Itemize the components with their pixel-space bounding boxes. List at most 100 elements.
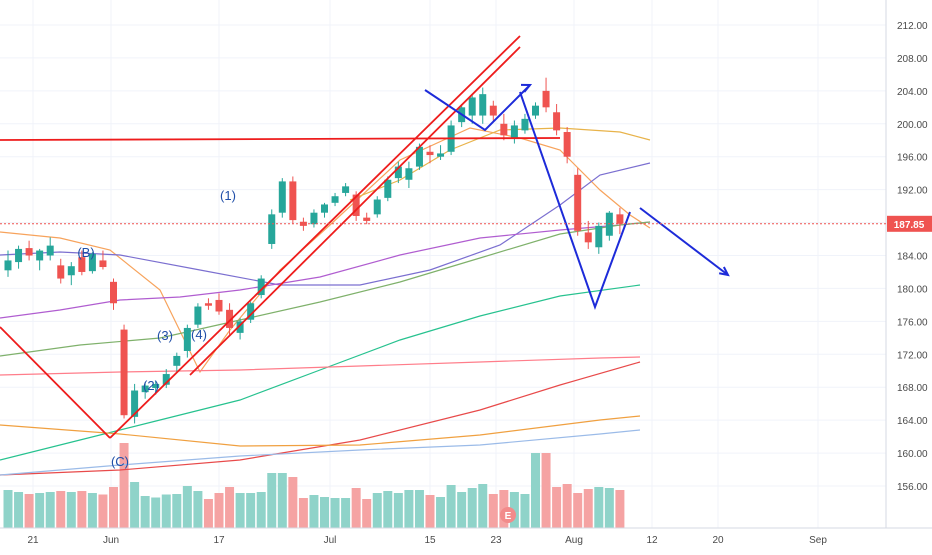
price-tick-label: 212.00 — [897, 21, 928, 32]
price-axis: 212.00208.00204.00200.00196.00192.00188.… — [0, 0, 932, 528]
moving-average-line — [0, 356, 641, 376]
price-tick-label: 168.00 — [897, 383, 928, 394]
time-tick-label: Sep — [809, 535, 827, 546]
candle — [215, 293, 223, 315]
candle — [426, 145, 434, 164]
grid — [0, 0, 886, 528]
candle — [489, 100, 497, 121]
time-tick-label: 20 — [712, 535, 724, 546]
time-tick-label: Jul — [324, 535, 337, 546]
candle-body — [78, 257, 86, 272]
price-tick-label: 196.00 — [897, 153, 928, 164]
volume-bar — [615, 490, 625, 528]
wave-projection — [639, 207, 729, 276]
candle — [226, 303, 234, 335]
volume-bar — [351, 488, 361, 528]
volume-bar — [98, 494, 108, 528]
candle — [394, 161, 402, 184]
volume-bar — [457, 492, 467, 528]
candle — [479, 87, 487, 124]
candle — [289, 176, 297, 225]
volume-bar — [119, 443, 129, 528]
candles — [4, 77, 624, 424]
time-tick-label: 15 — [424, 535, 436, 546]
wave-label: (1) — [220, 188, 236, 203]
candle-body — [268, 214, 276, 244]
candle — [384, 176, 392, 202]
volume-bar — [541, 453, 551, 528]
candle — [616, 207, 624, 235]
volume-bar — [193, 491, 203, 528]
candle — [4, 250, 12, 277]
volume-bar — [341, 498, 351, 528]
volume-bar — [573, 493, 583, 528]
candle — [183, 324, 191, 358]
wave-label: (2) — [143, 378, 159, 393]
candle-body — [173, 355, 181, 366]
volume-bar — [288, 477, 298, 528]
volume-bar — [552, 487, 562, 528]
candle — [468, 94, 476, 124]
volume-bar — [45, 492, 55, 528]
time-tick-label: 17 — [213, 535, 225, 546]
candle — [310, 209, 318, 228]
candle-body — [204, 303, 212, 306]
volume-bar — [583, 489, 593, 528]
candle-body — [236, 321, 244, 333]
price-tick-label: 208.00 — [897, 54, 928, 65]
wave-label: (4) — [191, 327, 207, 342]
volume-bar — [467, 488, 477, 528]
volume-bar — [35, 493, 45, 528]
candle-body — [394, 166, 402, 179]
candle-body — [405, 168, 413, 180]
candle — [437, 145, 445, 161]
candle-body — [616, 214, 624, 224]
volume-bar — [66, 492, 76, 528]
time-tick-label: 23 — [490, 535, 502, 546]
volume-bar — [14, 492, 24, 528]
candle-body — [500, 123, 508, 136]
arrowhead — [520, 83, 533, 93]
time-tick-label: Jun — [103, 535, 119, 546]
volume-bar — [256, 492, 266, 528]
volume-bar — [309, 495, 319, 528]
candle — [331, 192, 339, 207]
candle-body — [25, 248, 33, 256]
earnings-marker-label: E — [505, 511, 512, 522]
candle-body — [289, 181, 297, 221]
wave-label: (3) — [157, 328, 173, 343]
candle-body — [542, 90, 550, 108]
candle-body — [595, 225, 603, 248]
time-tick-label: 21 — [27, 535, 39, 546]
candle-body — [310, 212, 318, 225]
volume-bar — [436, 497, 446, 528]
volume-bar — [246, 493, 256, 528]
candle — [46, 237, 54, 261]
candle — [141, 382, 149, 399]
moving-average-line — [349, 127, 651, 201]
candle-body — [183, 327, 191, 351]
moving-average-line — [0, 429, 641, 476]
drawing-annotations: (B) (C) (1) (2) (3) (4) E — [0, 35, 730, 523]
candle — [162, 369, 170, 389]
volume-bar — [362, 499, 372, 528]
candle-body — [437, 153, 445, 157]
earnings-marker[interactable] — [500, 507, 516, 523]
candle-body — [57, 265, 65, 279]
candle-body — [120, 329, 128, 416]
price-tick-label: 204.00 — [897, 87, 928, 98]
candle — [110, 278, 117, 310]
candle — [204, 298, 212, 310]
moving-average-line — [0, 415, 641, 447]
candle — [574, 168, 582, 236]
volume-bar — [478, 484, 488, 528]
candle-body — [584, 232, 592, 243]
candle-body — [510, 125, 518, 139]
volume-bar — [372, 493, 382, 528]
trendline — [0, 326, 111, 439]
volume-bar — [425, 495, 435, 528]
candle — [278, 178, 286, 218]
price-tick-label: 164.00 — [897, 416, 928, 427]
